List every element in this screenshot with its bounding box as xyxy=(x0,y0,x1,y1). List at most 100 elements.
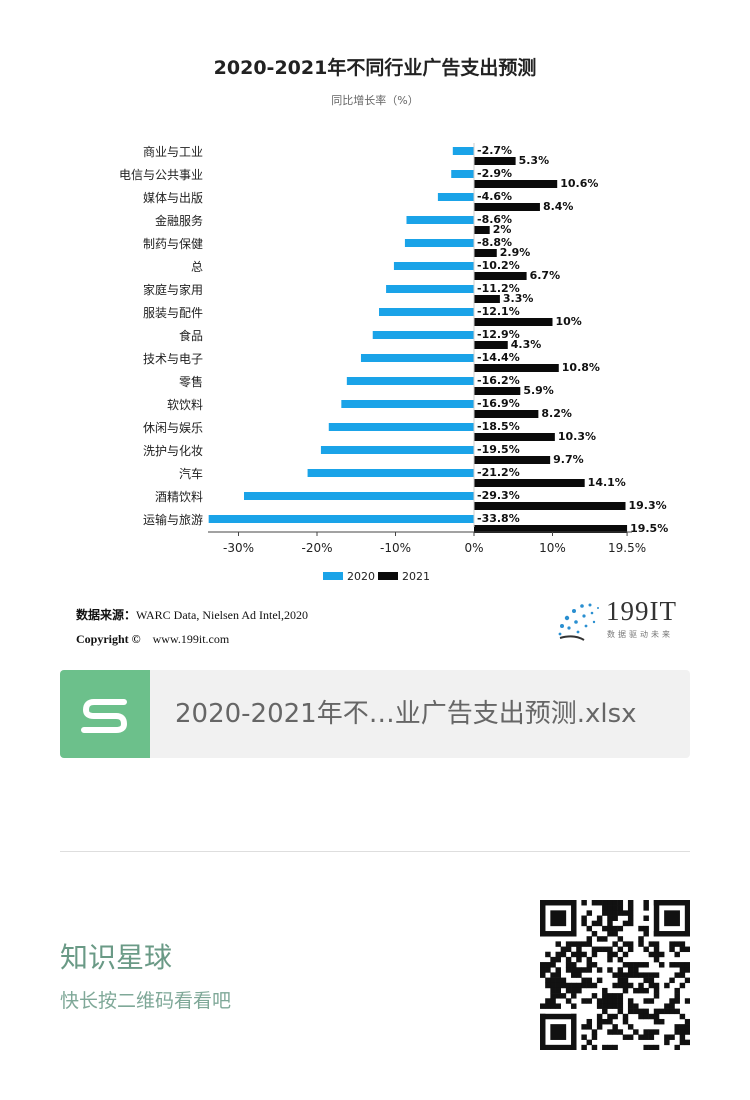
data-label-2020: -4.6% xyxy=(477,190,512,203)
data-label-2020: -8.8% xyxy=(477,236,512,249)
bar-2020 xyxy=(452,147,474,155)
data-label-2021: 5.9% xyxy=(523,384,554,397)
legend-label-2020: 2020 xyxy=(347,570,375,583)
data-label-2020: -2.9% xyxy=(477,167,512,180)
category-label: 软饮料 xyxy=(167,398,203,412)
bar-2020 xyxy=(379,308,474,316)
chart-legend: 2020 2021 xyxy=(323,570,430,583)
bar-2020 xyxy=(393,262,474,270)
chart-title: 2020-2021年不同行业广告支出预测 xyxy=(214,56,537,79)
copyright-label: Copyright © xyxy=(76,632,141,646)
file-attachment[interactable]: 2020-2021年不…业广告支出预测.xlsx xyxy=(60,670,690,758)
data-label-2021: 4.3% xyxy=(511,338,542,351)
data-label-2021: 14.1% xyxy=(588,476,626,489)
x-tick-label: 19.5% xyxy=(608,541,646,555)
bar-2021 xyxy=(474,387,521,395)
category-label: 家庭与家用 xyxy=(143,282,203,297)
data-label-2021: 5.3% xyxy=(519,154,550,167)
chart-subtitle: 同比增长率（%） xyxy=(331,93,418,107)
data-label-2020: -2.7% xyxy=(477,144,512,157)
x-tick-label: 10% xyxy=(539,541,566,555)
source-text: WARC Data, Nielsen Ad Intel,2020 xyxy=(136,608,308,622)
divider xyxy=(60,851,690,852)
category-label: 电信与公共事业 xyxy=(119,168,203,182)
category-label: 酒精饮料 xyxy=(155,490,203,504)
file-name: 2020-2021年不…业广告支出预测.xlsx xyxy=(175,699,637,729)
bar-2020 xyxy=(328,423,474,431)
bar-2021 xyxy=(474,272,527,280)
x-tick-label: -10% xyxy=(380,541,411,555)
bar-2021 xyxy=(474,364,559,372)
data-label-2021: 10.6% xyxy=(560,177,598,190)
bar-2021 xyxy=(474,456,551,464)
bar-2020 xyxy=(406,216,474,224)
data-label-2021: 8.4% xyxy=(543,200,574,213)
bar-2021 xyxy=(474,341,508,349)
data-label-2021: 2% xyxy=(493,223,512,236)
bar-2020 xyxy=(243,492,474,500)
bar-2021 xyxy=(474,249,497,257)
bar-2020 xyxy=(372,331,474,339)
category-label: 洗护与化妆 xyxy=(143,444,203,458)
bar-2020 xyxy=(320,446,474,454)
source-label: 数据来源： xyxy=(76,608,137,622)
data-label-2021: 19.3% xyxy=(629,499,667,512)
category-label: 技术与电子 xyxy=(143,352,203,366)
bar-2020 xyxy=(360,354,474,362)
data-label-2021: 10% xyxy=(556,315,582,328)
bar-2021 xyxy=(474,502,626,510)
logo-name: 199IT xyxy=(606,596,677,626)
data-label-2020: -19.5% xyxy=(477,443,520,456)
legend-swatch-2020 xyxy=(323,572,343,580)
category-label: 总 xyxy=(191,260,203,274)
data-label-2020: -14.4% xyxy=(477,351,520,364)
data-label-2020: -16.2% xyxy=(477,374,520,387)
data-label-2020: -12.1% xyxy=(477,305,520,318)
bar-2020 xyxy=(404,239,474,247)
bar-2020 xyxy=(346,377,474,385)
data-label-2020: -16.9% xyxy=(477,397,520,410)
spreadsheet-s-icon xyxy=(60,670,150,758)
planet-subtitle: 快长按二维码看看吧 xyxy=(60,990,232,1012)
qr-code-icon[interactable] xyxy=(540,900,690,1050)
category-label: 休闲与娱乐 xyxy=(143,421,203,435)
bar-2021 xyxy=(474,318,553,326)
data-label-2020: -12.9% xyxy=(477,328,520,341)
category-label: 运输与旅游 xyxy=(143,512,203,527)
bar-2020 xyxy=(208,515,475,523)
x-tick-label: 0% xyxy=(464,541,483,555)
bar-2021 xyxy=(474,295,500,303)
data-label-2020: -11.2% xyxy=(477,282,520,295)
bar-2021 xyxy=(474,525,628,533)
data-label-2021: 8.2% xyxy=(541,407,572,420)
category-label: 服装与配件 xyxy=(143,306,203,320)
data-label-2020: -29.3% xyxy=(477,489,520,502)
bar-2021 xyxy=(474,433,555,441)
bar-2021 xyxy=(474,226,490,234)
bar-chart: 2020-2021年不同行业广告支出预测 同比增长率（%） 商业与工业 -2.7%… xyxy=(119,56,668,583)
bar-2021 xyxy=(474,180,558,188)
bar-2020 xyxy=(451,170,474,178)
data-label-2021: 9.7% xyxy=(553,453,584,466)
data-label-2021: 10.3% xyxy=(558,430,596,443)
logo-tagline: 数据驱动未来 xyxy=(607,630,673,639)
data-label-2021: 10.8% xyxy=(562,361,600,374)
legend-label-2021: 2021 xyxy=(402,570,430,583)
planet-title: 知识星球 xyxy=(60,941,173,974)
x-tick-label: -20% xyxy=(301,541,332,555)
data-label-2020: -18.5% xyxy=(477,420,520,433)
data-label-2021: 19.5% xyxy=(630,522,668,535)
bar-2021 xyxy=(474,203,540,211)
category-label: 汽车 xyxy=(179,466,203,481)
category-label: 制药与保健 xyxy=(143,237,203,251)
data-label-2020: -21.2% xyxy=(477,466,520,479)
data-label-2020: -10.2% xyxy=(477,259,520,272)
website-text: www.199it.com xyxy=(152,632,230,646)
data-label-2020: -33.8% xyxy=(477,512,520,525)
legend-swatch-2021 xyxy=(378,572,398,580)
category-label: 媒体与出版 xyxy=(143,191,203,205)
category-label: 食品 xyxy=(179,328,203,343)
source-note: 数据来源：WARC Data, Nielsen Ad Intel,2020 Co… xyxy=(76,603,308,651)
bar-2020 xyxy=(341,400,474,408)
data-label-2020: -8.6% xyxy=(477,213,512,226)
